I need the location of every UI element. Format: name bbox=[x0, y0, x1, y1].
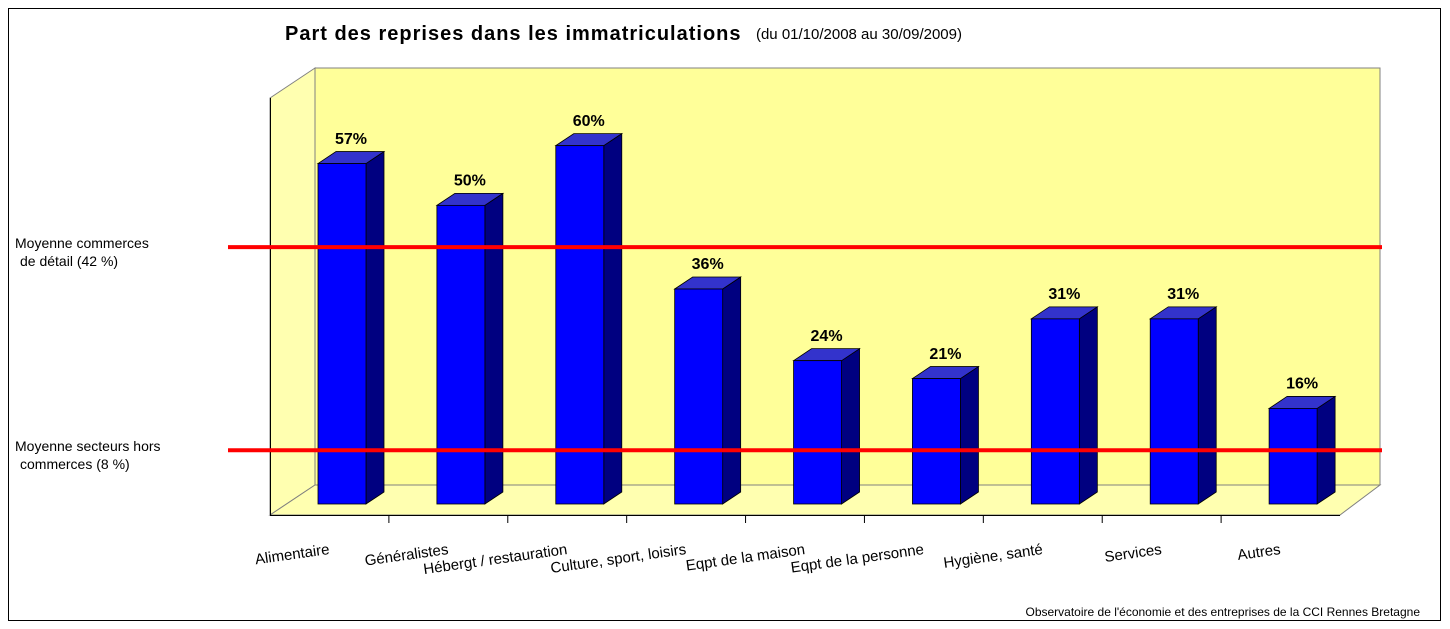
value-label: 16% bbox=[1286, 376, 1318, 393]
reference-label: de détail (42 %) bbox=[20, 253, 118, 269]
reference-label: commerces (8 %) bbox=[20, 456, 130, 472]
value-label: 50% bbox=[454, 173, 486, 190]
bar bbox=[555, 145, 605, 505]
value-label: 31% bbox=[1167, 286, 1199, 303]
bar bbox=[1268, 408, 1318, 505]
bar-side bbox=[1078, 306, 1098, 505]
source-note: Observatoire de l'économie et des entrep… bbox=[1025, 605, 1420, 619]
bar bbox=[436, 204, 486, 505]
value-label: 21% bbox=[929, 346, 961, 363]
reference-label: Moyenne commerces bbox=[15, 235, 149, 251]
chart-subtitle: (du 01/10/2008 au 30/09/2009) bbox=[756, 26, 962, 43]
chart-title: Part des reprises dans les immatriculati… bbox=[285, 23, 742, 45]
value-label: 24% bbox=[811, 328, 843, 345]
value-label: 31% bbox=[1048, 286, 1080, 303]
bar-side bbox=[841, 347, 860, 505]
bar bbox=[1149, 318, 1199, 505]
reference-label: Moyenne secteurs hors bbox=[15, 438, 161, 454]
bar-side bbox=[484, 192, 504, 505]
value-label: 36% bbox=[692, 256, 724, 273]
bar bbox=[912, 378, 961, 505]
bar bbox=[793, 360, 842, 505]
bar-side bbox=[1197, 306, 1217, 505]
bar-side bbox=[722, 276, 742, 505]
bar bbox=[317, 163, 367, 505]
value-label: 57% bbox=[335, 131, 367, 148]
bar bbox=[674, 288, 724, 505]
bar-side bbox=[960, 365, 979, 505]
x-tick-label: Autres bbox=[1236, 541, 1281, 564]
side-wall bbox=[269, 67, 316, 516]
chart-title-group: Part des reprises dans les immatriculati… bbox=[285, 23, 962, 45]
bar bbox=[1030, 318, 1080, 505]
value-label: 60% bbox=[573, 113, 605, 130]
